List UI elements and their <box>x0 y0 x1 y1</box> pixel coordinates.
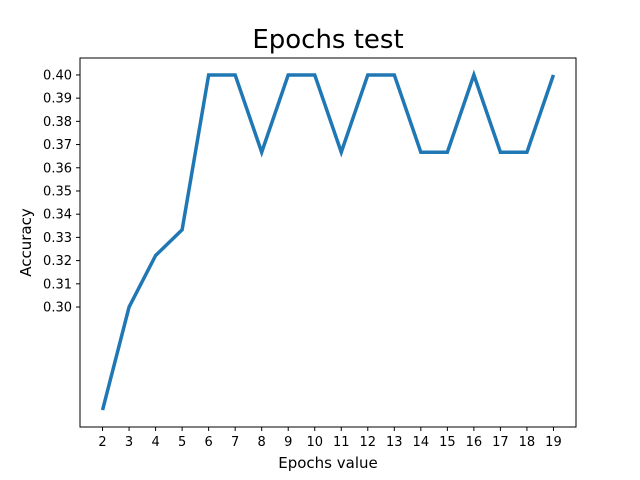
plot-frame <box>79 57 577 428</box>
x-tick-label: 12 <box>360 435 377 450</box>
y-tick-label: 0.39 <box>43 92 72 107</box>
x-axis-label: Epochs value <box>278 454 378 472</box>
x-tick-label: 2 <box>98 435 106 450</box>
y-tick-label: 0.38 <box>43 115 72 130</box>
data-point <box>394 74 395 75</box>
data-point <box>102 410 103 411</box>
x-tick-label: 14 <box>413 435 430 450</box>
x-tick-label: 15 <box>439 435 456 450</box>
x-tick-label: 13 <box>386 435 403 450</box>
data-point <box>473 74 474 75</box>
data-point <box>288 74 289 75</box>
x-tick-label: 18 <box>519 435 536 450</box>
x-tick-label: 9 <box>284 435 292 450</box>
y-tick-label: 0.40 <box>43 68 72 83</box>
x-tick-label: 4 <box>151 435 159 450</box>
x-tick-label: 8 <box>258 435 266 450</box>
data-point <box>129 307 130 308</box>
y-tick-label: 0.34 <box>43 208 72 223</box>
x-tick-label: 11 <box>333 435 350 450</box>
data-point <box>553 74 554 75</box>
y-axis-ticks: 0.30 0.31 0.32 0.33 0.34 0.35 0.36 0.37 0.38 0.39… <box>43 68 80 316</box>
y-axis-label: Accuracy <box>17 208 35 277</box>
data-point <box>235 74 236 75</box>
data-point <box>367 74 368 75</box>
y-tick-label: 0.30 <box>43 301 72 316</box>
data-point <box>155 255 156 256</box>
chart-title: Epochs test <box>252 25 403 55</box>
y-tick-label: 0.33 <box>43 231 72 246</box>
x-tick-label: 7 <box>231 435 239 450</box>
data-point <box>341 152 342 153</box>
series-line <box>100 69 556 411</box>
data-point <box>261 152 262 153</box>
x-tick-label: 5 <box>178 435 186 450</box>
y-tick-label: 0.37 <box>43 138 72 153</box>
data-point <box>314 74 315 75</box>
data-point <box>208 74 209 75</box>
x-tick-label: 17 <box>492 435 509 450</box>
data-point <box>500 152 501 153</box>
x-tick-label: 19 <box>545 435 562 450</box>
y-tick-label: 0.31 <box>43 277 72 292</box>
x-tick-label: 6 <box>205 435 213 450</box>
data-point <box>447 152 448 153</box>
plot-series <box>100 69 556 411</box>
x-tick-label: 3 <box>125 435 133 450</box>
y-tick-label: 0.32 <box>43 254 72 269</box>
x-tick-label: 16 <box>466 435 483 450</box>
data-point <box>526 152 527 153</box>
data-point <box>182 229 183 230</box>
x-tick-label: 10 <box>306 435 323 450</box>
x-axis-ticks: 2 3 4 5 6 7 8 9 10 11 12 13 14 15 16 17 18 19 <box>98 427 562 450</box>
y-tick-label: 0.36 <box>43 161 72 176</box>
y-tick-label: 0.35 <box>43 184 72 199</box>
data-point <box>420 152 421 153</box>
